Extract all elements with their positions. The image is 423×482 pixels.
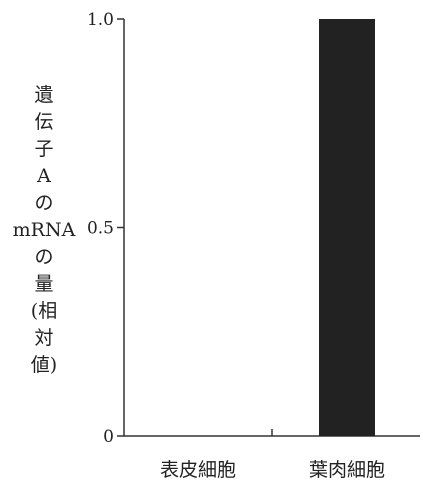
y-axis-label: 遺 伝 子 A の mRNA の 量 (相 対 値) (12, 84, 76, 376)
y-tick-label: 0.5 (87, 219, 114, 239)
axes (123, 19, 420, 437)
y-tick-label: 0 (103, 427, 114, 447)
bars (319, 19, 375, 436)
x-ticks: 表皮細胞 葉肉細胞 (160, 429, 385, 481)
bar-2 (319, 19, 375, 436)
x-tick-label: 葉肉細胞 (309, 459, 385, 481)
y-tick-label: 1.0 (87, 10, 114, 30)
y-ticks: 0 0.5 1.0 (87, 10, 124, 447)
x-tick-label: 表皮細胞 (160, 459, 236, 481)
